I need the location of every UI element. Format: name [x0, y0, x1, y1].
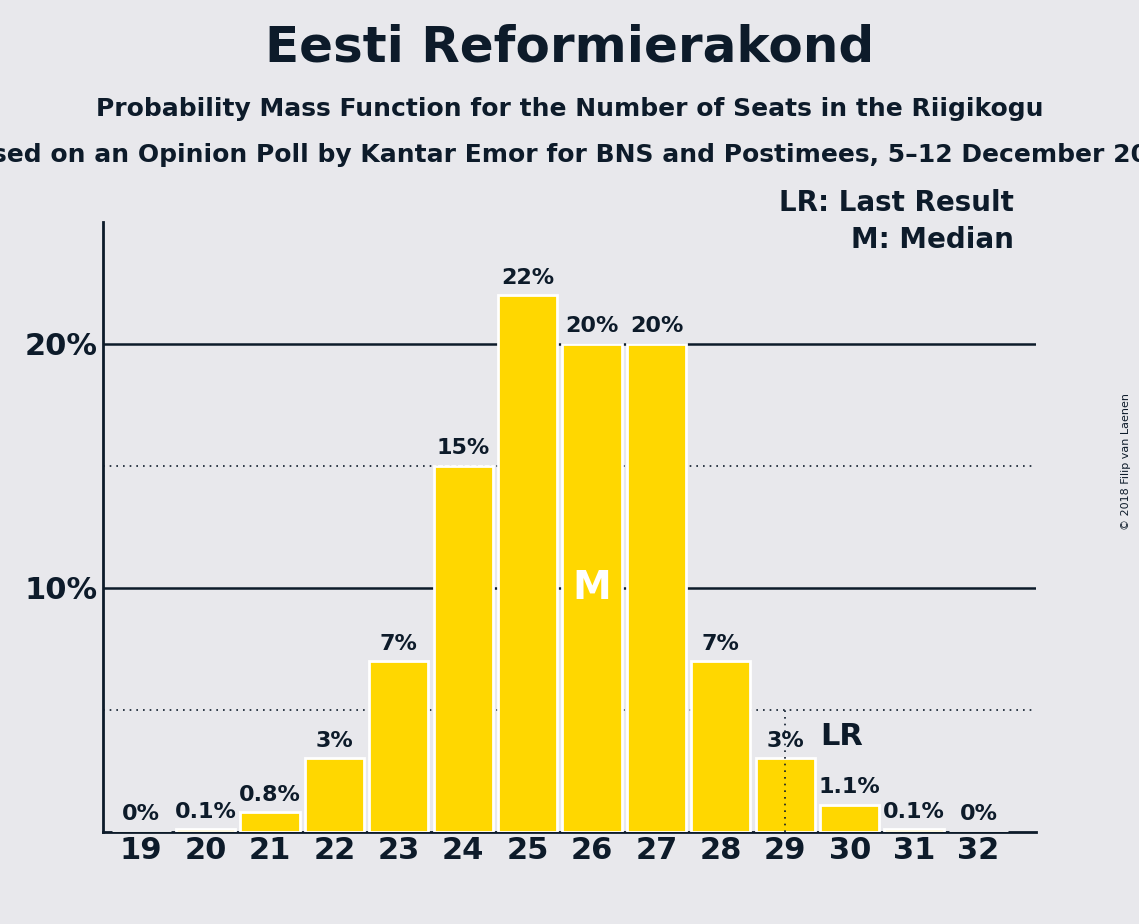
Text: 0.1%: 0.1% [883, 802, 945, 821]
Bar [885, 829, 944, 832]
Bar [240, 812, 300, 832]
Text: 1.1%: 1.1% [819, 777, 880, 797]
Bar [626, 344, 686, 832]
Text: 7%: 7% [380, 634, 418, 653]
Text: Based on an Opinion Poll by Kantar Emor for BNS and Postimees, 5–12 December 201: Based on an Opinion Poll by Kantar Emor … [0, 143, 1139, 167]
Text: 7%: 7% [702, 634, 740, 653]
Text: M: M [573, 568, 612, 607]
Bar [755, 759, 814, 832]
Text: LR: Last Result: LR: Last Result [779, 189, 1014, 217]
Text: 0%: 0% [959, 804, 998, 824]
Text: 15%: 15% [436, 438, 490, 458]
Bar [498, 295, 557, 832]
Text: © 2018 Filip van Laenen: © 2018 Filip van Laenen [1121, 394, 1131, 530]
Text: 3%: 3% [316, 731, 353, 751]
Bar [434, 466, 493, 832]
Text: 3%: 3% [767, 731, 804, 751]
Bar [691, 661, 751, 832]
Bar [563, 344, 622, 832]
Text: 0.8%: 0.8% [239, 784, 301, 805]
Text: LR: LR [821, 722, 863, 751]
Text: 0.1%: 0.1% [174, 802, 237, 821]
Text: 20%: 20% [565, 316, 618, 336]
Text: 0%: 0% [122, 804, 161, 824]
Text: Probability Mass Function for the Number of Seats in the Riigikogu: Probability Mass Function for the Number… [96, 97, 1043, 121]
Text: M: Median: M: Median [851, 226, 1014, 254]
Bar [820, 805, 879, 832]
Text: 20%: 20% [630, 316, 683, 336]
Bar [305, 759, 364, 832]
Text: Eesti Reformierakond: Eesti Reformierakond [265, 23, 874, 71]
Bar [175, 829, 235, 832]
Text: 22%: 22% [501, 268, 555, 287]
Bar [369, 661, 428, 832]
